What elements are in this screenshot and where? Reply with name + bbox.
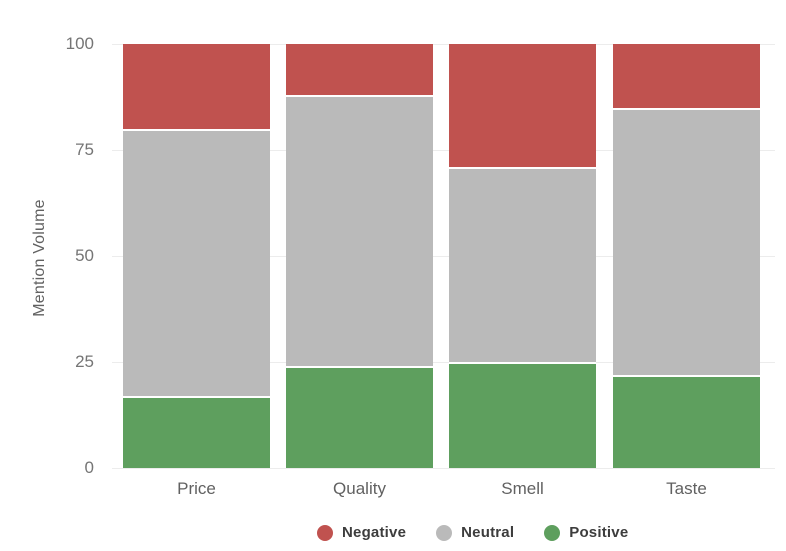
legend-item-positive[interactable]: Positive [544,524,628,541]
legend-label-neutral: Neutral [461,524,515,541]
bar-quality [286,44,433,468]
gridline-75 [112,149,775,151]
x-tick-label-price: Price [177,479,216,498]
x-tick-label-quality: Quality [333,479,386,498]
bar-segment-smell-neutral[interactable] [449,166,596,362]
x-tick-label-smell: Smell [501,479,544,498]
bar-segment-quality-neutral[interactable] [286,94,433,367]
bar-segment-smell-negative[interactable] [449,44,596,167]
y-tick-label-25: 25 [75,352,94,371]
gridline-100 [112,43,775,45]
legend: Negative Neutral Positive [317,524,628,541]
y-tick-label-50: 50 [75,246,94,265]
bar-smell [449,44,596,468]
bar-segment-smell-positive[interactable] [449,362,596,468]
gridline-50 [112,255,775,257]
bar-segment-price-neutral[interactable] [123,128,270,396]
bar-segment-taste-neutral[interactable] [613,107,760,375]
legend-dot-positive-icon [544,524,561,541]
gridline-0 [112,467,775,469]
x-tick-label-taste: Taste [666,479,707,498]
legend-label-positive: Positive [569,524,629,541]
legend-dot-negative-icon [317,524,333,541]
bar-segment-quality-negative[interactable] [286,44,433,95]
legend-item-negative[interactable]: Negative [317,524,406,541]
bar-segment-taste-negative[interactable] [613,44,760,108]
bar-segment-quality-positive[interactable] [286,366,433,468]
bar-segment-price-positive[interactable] [123,395,270,468]
bar-taste [613,44,760,468]
legend-dot-neutral-icon [436,524,453,541]
y-tick-label-75: 75 [75,140,94,159]
bar-segment-taste-positive[interactable] [613,374,760,468]
gridline-25 [112,361,775,363]
bar-segment-price-negative[interactable] [123,44,270,129]
y-tick-label-0: 0 [84,458,94,477]
y-tick-label-100: 100 [65,34,94,53]
legend-label-negative: Negative [342,524,407,541]
bar-price [123,44,270,468]
legend-item-neutral[interactable]: Neutral [436,524,514,541]
